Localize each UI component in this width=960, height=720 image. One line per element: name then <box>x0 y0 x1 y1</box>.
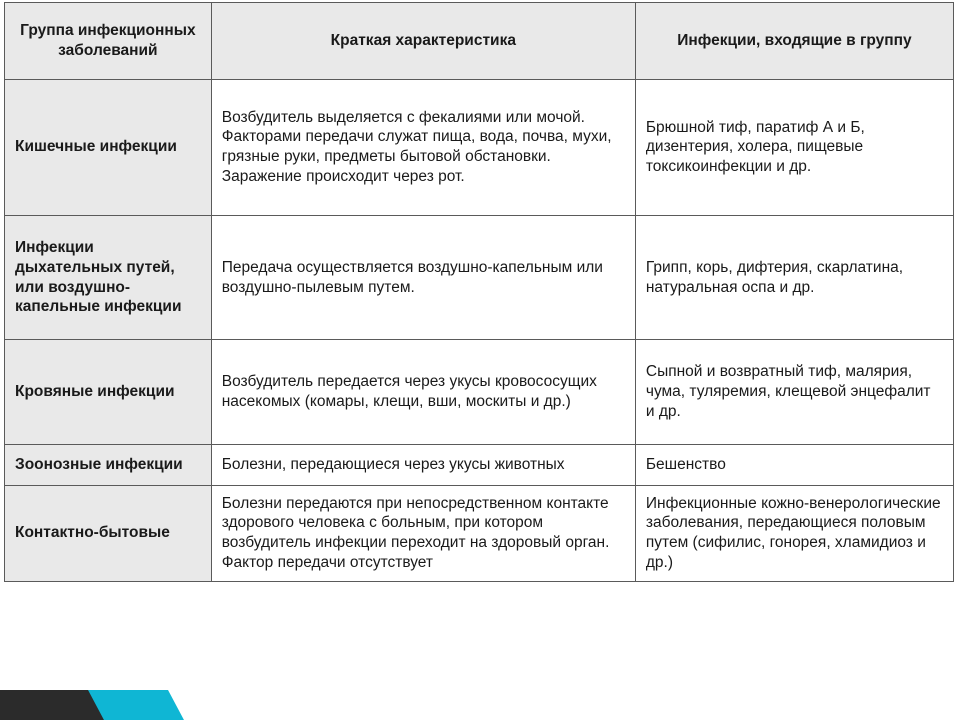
cell-examples: Сыпной и возвратный тиф, малярия, чума, … <box>635 340 953 444</box>
cell-desc: Возбудитель выделяется с фекалиями или м… <box>211 79 635 215</box>
table-row: Инфекции дыхательных путей, или воздушно… <box>5 215 954 339</box>
cell-desc: Болезни передаются при непосредственном … <box>211 485 635 581</box>
infection-table: Группа инфекционных заболеваний Краткая … <box>4 2 954 582</box>
cell-examples: Грипп, корь, дифтерия, скарлатина, натур… <box>635 215 953 339</box>
slide-accent <box>0 690 180 720</box>
col-header-desc: Краткая характеристика <box>211 3 635 80</box>
accent-blue-shape <box>88 690 184 720</box>
cell-desc: Возбудитель передается через укусы крово… <box>211 340 635 444</box>
col-header-examples: Инфекции, входящие в группу <box>635 3 953 80</box>
table-row: Кровяные инфекции Возбудитель передается… <box>5 340 954 444</box>
cell-group: Инфекции дыхательных путей, или воздушно… <box>5 215 212 339</box>
col-header-group: Группа инфекционных заболеваний <box>5 3 212 80</box>
table-header-row: Группа инфекционных заболеваний Краткая … <box>5 3 954 80</box>
cell-group: Зоонозные инфекции <box>5 444 212 485</box>
infection-table-wrap: Группа инфекционных заболеваний Краткая … <box>4 2 954 582</box>
cell-group: Контактно-бытовые <box>5 485 212 581</box>
table-row: Кишечные инфекции Возбудитель выделяется… <box>5 79 954 215</box>
cell-examples: Бешенство <box>635 444 953 485</box>
table-row: Контактно-бытовые Болезни передаются при… <box>5 485 954 581</box>
cell-desc: Болезни, передающиеся через укусы животн… <box>211 444 635 485</box>
cell-group: Кровяные инфекции <box>5 340 212 444</box>
cell-desc: Передача осуществляется воздушно-капельн… <box>211 215 635 339</box>
table-row: Зоонозные инфекции Болезни, передающиеся… <box>5 444 954 485</box>
cell-examples: Инфекционные кожно-венерологические забо… <box>635 485 953 581</box>
cell-group: Кишечные инфекции <box>5 79 212 215</box>
slide: Группа инфекционных заболеваний Краткая … <box>0 0 960 720</box>
cell-examples: Брюшной тиф, паратиф А и Б, дизентерия, … <box>635 79 953 215</box>
